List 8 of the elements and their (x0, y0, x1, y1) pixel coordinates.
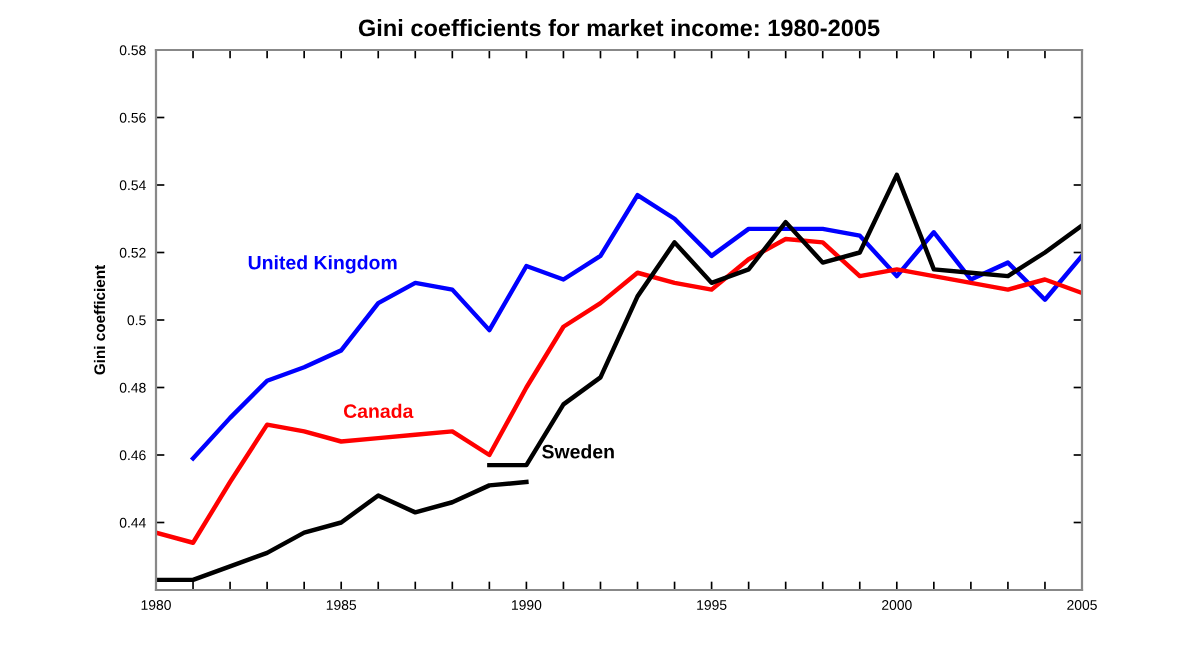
series-label: Sweden (542, 444, 614, 459)
series-label: Canada (343, 403, 414, 419)
line-series (190, 192, 1082, 461)
line-series (156, 236, 1082, 545)
line-series (156, 479, 529, 583)
series-label: United Kingdom (248, 255, 397, 274)
line-series (487, 172, 1082, 468)
chart-title: Gini coefficients for market income: 1980-2005 (358, 19, 880, 37)
